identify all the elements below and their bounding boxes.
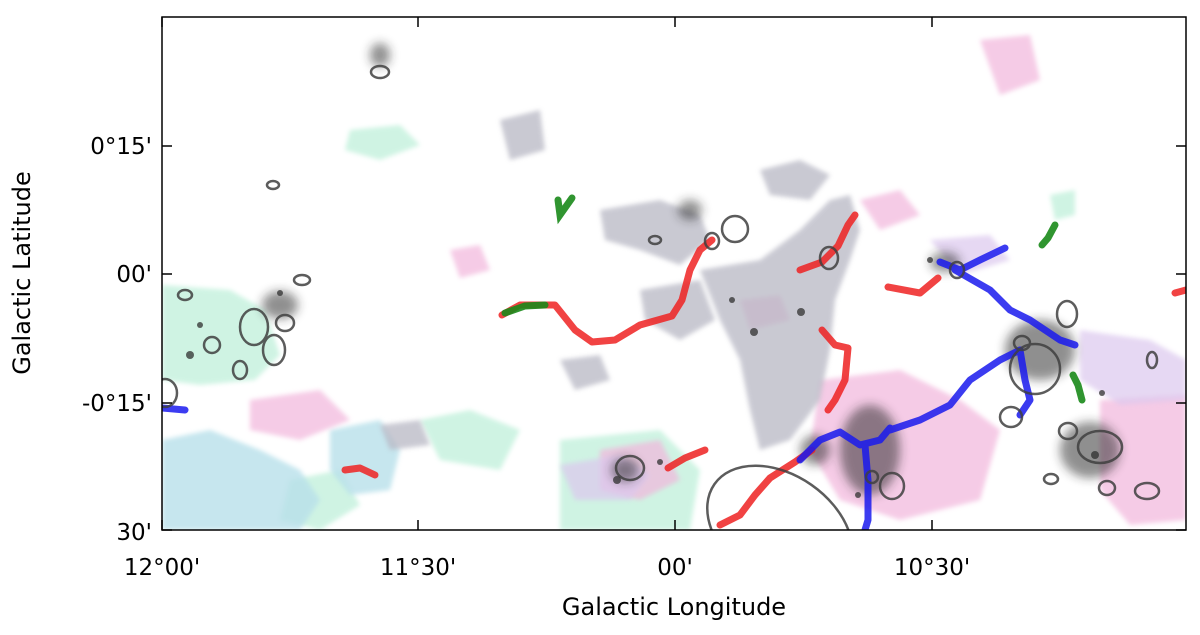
- green-filaments: [501, 194, 1086, 404]
- x-tick-label-3: 10°30': [894, 555, 970, 581]
- y-tick-label-3: 30': [116, 520, 152, 546]
- x-tick-label-0: 12°00': [124, 555, 200, 581]
- y-tick-label-2: -0°15': [82, 391, 152, 417]
- x-tick-label-1: 11°30': [380, 555, 456, 581]
- x-tick-label-2: 00': [657, 555, 693, 581]
- blue-filaments: [162, 244, 1079, 530]
- clump-ellipses: [162, 64, 1161, 530]
- compact-sources: [186, 257, 1105, 498]
- red-filaments: [341, 211, 1186, 529]
- x-axis-title: Galactic Longitude: [562, 593, 786, 621]
- x-axis-ticks: [161, 17, 933, 530]
- emission-cyan-patches: [162, 420, 400, 530]
- y-axis-title: Galactic Latitude: [8, 171, 36, 375]
- y-axis-ticks: [162, 145, 1186, 531]
- y-tick-label-1: 00': [116, 262, 152, 288]
- y-tick-label-0: 0°15': [90, 134, 152, 160]
